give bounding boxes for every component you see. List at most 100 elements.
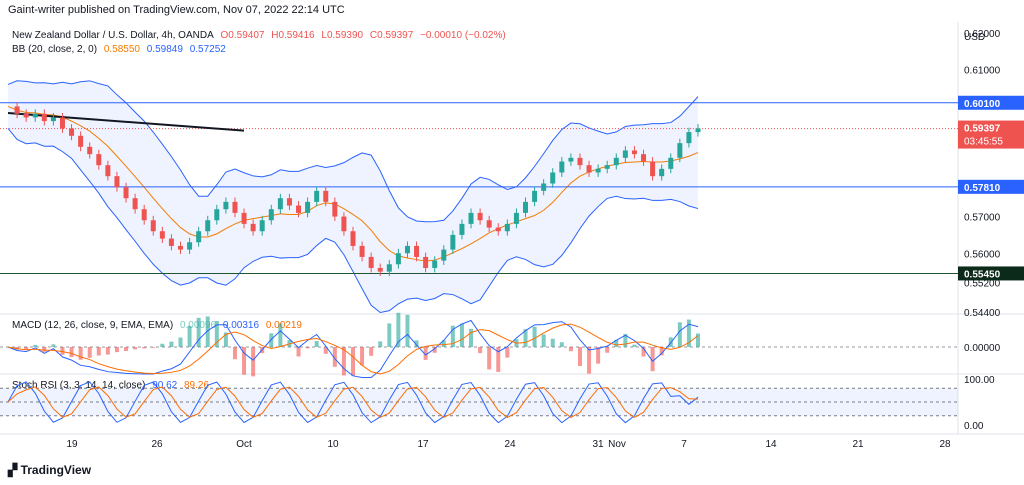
macd-signal-value: 0.00219 xyxy=(265,320,302,331)
countdown-text: 03:45:55 xyxy=(964,137,1003,148)
time-tick: 21 xyxy=(852,439,864,450)
srsi-d-line xyxy=(7,386,699,419)
macd-hist-bar xyxy=(641,347,646,357)
level-tag xyxy=(958,95,1024,110)
candle-body xyxy=(268,209,274,221)
macd-hist-bar xyxy=(87,347,92,358)
macd-hist-bar xyxy=(251,347,256,377)
candle-body xyxy=(468,212,474,224)
time-tick: 14 xyxy=(765,439,777,450)
price-tick: 0.55200 xyxy=(964,279,1001,290)
bb-basis-value: 0.58550 xyxy=(103,44,140,55)
macd-hist-bar xyxy=(441,340,446,347)
macd-hist-bar xyxy=(505,347,510,358)
bb-fill xyxy=(8,80,698,313)
macd-hist-bar xyxy=(360,347,365,366)
price-tick: 0.57000 xyxy=(964,213,1001,224)
price-tick: 0.62000 xyxy=(964,29,1001,40)
macd-hist-bar xyxy=(160,343,165,347)
macd-hist-bar xyxy=(496,347,501,372)
candle-body xyxy=(504,223,510,232)
price-chart[interactable]: USD0.620000.610000.570000.560000.552000.… xyxy=(0,22,1024,462)
candle-body xyxy=(232,201,238,213)
time-tick: 17 xyxy=(417,439,429,450)
price-tick: 0.54400 xyxy=(964,308,1001,319)
candle-body xyxy=(677,143,683,158)
high-value: H0.59416 xyxy=(271,30,315,41)
time-tick: Oct xyxy=(236,439,252,450)
macd-hist-bar xyxy=(178,337,183,347)
candle-body xyxy=(631,150,637,155)
bb-lower-line xyxy=(7,128,699,314)
macd-line-value: 0.00316 xyxy=(222,320,260,331)
srsi-k-value: 90.62 xyxy=(152,380,178,391)
candle-body xyxy=(332,201,338,217)
price-tick: 0.56000 xyxy=(964,249,1001,260)
bb-upper-line xyxy=(7,80,699,223)
bb-legend: BB (20, close, 2, 0) 0.58550 0.59849 0.5… xyxy=(12,44,230,55)
srsi-d-value: 89.26 xyxy=(184,380,210,391)
macd-label: MACD (12, 26, close, 9, EMA, EMA) xyxy=(12,320,174,331)
srsi-label: Stoch RSI (3, 3, 14, 14, close) xyxy=(12,380,146,391)
candle-body xyxy=(178,245,183,250)
macd-hist-bar xyxy=(623,333,628,347)
macd-hist-bar xyxy=(432,347,437,353)
candle-body xyxy=(495,227,501,232)
macd-hist-bar xyxy=(478,347,483,354)
macd-hist-bar xyxy=(69,347,74,358)
bb-basis-line xyxy=(7,105,699,262)
candle-body xyxy=(205,220,211,232)
candle-body xyxy=(96,154,102,166)
candle-body xyxy=(196,231,202,243)
macd-hist-bar xyxy=(632,344,637,347)
trend-line xyxy=(7,112,245,132)
macd-hist-bar xyxy=(114,347,119,353)
macd-hist-bar xyxy=(587,347,592,374)
candle-body xyxy=(450,234,456,250)
candle-body xyxy=(695,128,701,133)
publisher-line: Gaint-writer published on TradingView.co… xyxy=(8,4,345,16)
srsi-legend: Stoch RSI (3, 3, 14, 14, close) 90.62 89… xyxy=(12,380,213,391)
logo-text: TradingView xyxy=(20,463,92,477)
macd-hist-bar xyxy=(378,341,383,347)
macd-hist-bar xyxy=(696,333,700,347)
candle-body xyxy=(613,157,619,166)
macd-hist-bar xyxy=(396,312,401,347)
candle-body xyxy=(23,113,29,118)
macd-hist-bar xyxy=(205,316,210,347)
candle-body xyxy=(577,157,583,166)
macd-hist-bar xyxy=(550,338,555,347)
macd-hist-bar xyxy=(33,344,38,347)
candle-body xyxy=(341,216,347,232)
candle-body xyxy=(150,220,156,232)
candle-body xyxy=(277,198,283,210)
macd-hist-bar xyxy=(369,347,374,356)
candle-body xyxy=(159,231,165,239)
macd-hist-bar xyxy=(686,319,691,347)
candle-body xyxy=(114,176,120,188)
macd-line xyxy=(7,319,699,379)
candle-body xyxy=(296,205,302,213)
macd-hist-bar xyxy=(323,347,328,354)
candle-body xyxy=(459,223,465,235)
macd-hist-bar xyxy=(142,347,147,349)
candle-body xyxy=(541,183,547,191)
macd-hist-bar xyxy=(296,347,301,357)
macd-hist-bar xyxy=(532,326,537,347)
candle-body xyxy=(404,245,410,254)
candle-body xyxy=(286,198,292,206)
macd-signal-line xyxy=(7,323,699,375)
candle-body xyxy=(105,165,111,177)
macd-hist-bar xyxy=(568,347,573,352)
tradingview-logo: ▞ TradingView xyxy=(8,463,91,477)
macd-hist-bar xyxy=(42,347,47,352)
candle-body xyxy=(223,201,229,210)
time-tick: 28 xyxy=(939,439,951,450)
macd-hist-bar xyxy=(423,347,428,360)
change-value: −0.00010 (−0.02%) xyxy=(420,30,506,41)
last-price-text: 0.59397 xyxy=(964,124,1001,135)
candle-body xyxy=(659,168,665,177)
candle-body xyxy=(568,157,574,162)
level-tag xyxy=(958,179,1024,194)
bb-lower-value: 0.57252 xyxy=(189,44,226,55)
